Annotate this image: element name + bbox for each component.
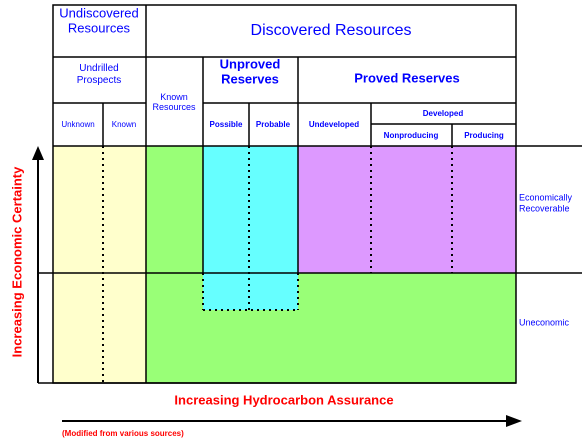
undiscovered-label: Undiscovered Resources xyxy=(59,6,139,36)
probable-label: Probable xyxy=(256,120,291,129)
x-axis-label: Increasing Hydrocarbon Assurance xyxy=(174,392,393,407)
proved-label: Proved Reserves xyxy=(354,70,460,85)
proved-area xyxy=(298,146,516,273)
label-line: Economically xyxy=(519,193,573,203)
label-line: Resources xyxy=(152,102,196,112)
label-line: Unproved xyxy=(220,57,281,72)
discovered-label: Discovered Resources xyxy=(251,22,412,39)
prospects-area xyxy=(53,146,146,383)
undeveloped-label: Undeveloped xyxy=(309,120,359,129)
recoverable-label: Economically Recoverable xyxy=(519,193,573,214)
uneconomic-label: Uneconomic xyxy=(519,317,570,327)
label-line: Reserves xyxy=(221,72,279,87)
uneconomic-area xyxy=(146,273,516,383)
label-line: Known xyxy=(160,92,188,102)
y-axis-label: Increasing Economic Certainty xyxy=(9,166,24,357)
known-label: Known xyxy=(112,120,136,129)
undrilled-label: Undrilled Prospects xyxy=(77,63,121,86)
producing-label: Producing xyxy=(464,131,504,140)
possible-label: Possible xyxy=(210,120,243,129)
label-line: Prospects xyxy=(77,75,121,86)
label-line: Resources xyxy=(68,21,131,36)
x-arrowhead xyxy=(506,415,522,427)
unproved-area xyxy=(203,146,298,310)
source-note: (Modified from various sources) xyxy=(62,429,184,438)
known-resources-label: Known Resources xyxy=(152,92,196,112)
label-line: Recoverable xyxy=(519,204,570,214)
label-line: Undiscovered xyxy=(59,6,139,21)
developed-label: Developed xyxy=(423,109,464,118)
grid xyxy=(38,4,582,384)
label-line: Undrilled xyxy=(79,63,118,74)
y-arrowhead xyxy=(32,146,44,160)
unknown-label: Unknown xyxy=(61,120,94,129)
nonproducing-label: Nonproducing xyxy=(384,131,439,140)
unproved-label: Unproved Reserves xyxy=(220,57,281,87)
